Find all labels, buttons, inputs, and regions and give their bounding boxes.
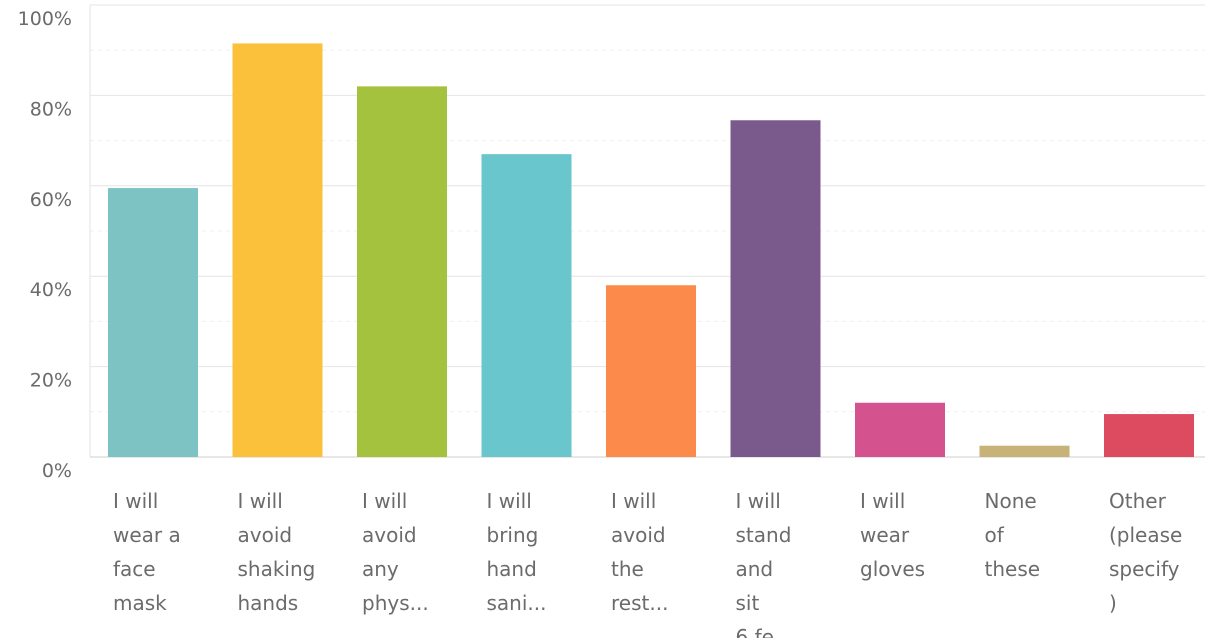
y-tick-label: 20% xyxy=(30,370,72,392)
bar xyxy=(481,154,572,457)
y-tick-label: 80% xyxy=(30,98,72,120)
bar xyxy=(606,285,696,457)
x-tick-label: Other (please specify) xyxy=(1109,489,1182,615)
x-axis-labels: I will wear a face mask I will avoid shaking ha… xyxy=(113,489,1182,638)
x-tick-label: I will bring hand sani... xyxy=(487,489,547,615)
x-tick-label: I will wear a face mask xyxy=(113,489,181,615)
x-tick-label: I will stand and sit 6 fe... xyxy=(736,489,794,638)
x-tick-label: I will wear gloves xyxy=(860,489,925,581)
y-tick-label: 100% xyxy=(18,8,72,30)
y-tick-label: 0% xyxy=(42,460,72,482)
x-tick-label: I will avoid shaking hands xyxy=(238,489,316,615)
x-tick-label: I will avoid the rest... xyxy=(611,489,668,615)
bar xyxy=(232,43,323,458)
x-tick-label: None of these xyxy=(985,489,1041,581)
bar xyxy=(979,445,1070,457)
bar xyxy=(855,402,945,457)
bar xyxy=(357,86,447,458)
x-tick-label: I will avoid any phys... xyxy=(362,489,429,615)
bar xyxy=(1104,414,1194,457)
bar xyxy=(108,188,198,457)
y-tick-label: 60% xyxy=(30,189,72,211)
y-tick-label: 40% xyxy=(30,279,72,301)
bars xyxy=(108,43,1194,458)
bar xyxy=(730,120,821,457)
